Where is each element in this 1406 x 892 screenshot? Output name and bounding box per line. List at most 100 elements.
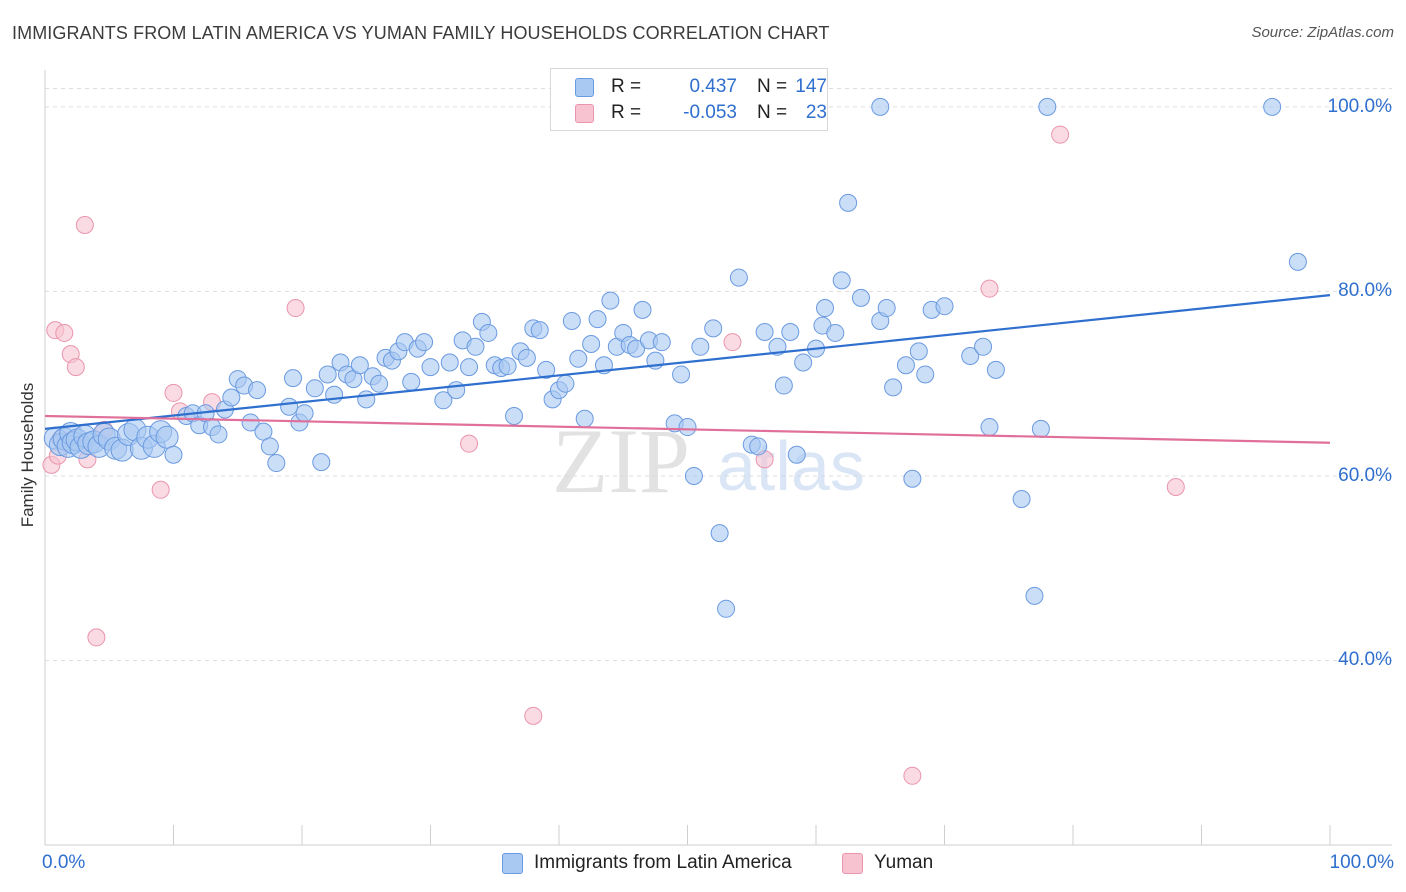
y-tick-label: 60.0%: [1338, 464, 1392, 486]
data-point-immigrants: [903, 469, 922, 488]
data-point-yuman: [66, 358, 85, 377]
data-point-immigrants: [678, 418, 697, 437]
data-point-immigrants: [421, 358, 440, 377]
data-point-yuman: [1166, 478, 1185, 497]
data-point-immigrants: [318, 365, 337, 384]
y-tick-label: 80.0%: [1338, 280, 1392, 302]
data-point-immigrants: [1038, 97, 1057, 116]
data-point-yuman: [286, 299, 305, 318]
data-point-immigrants: [794, 353, 813, 372]
data-point-immigrants: [896, 356, 915, 375]
data-point-immigrants: [787, 445, 806, 464]
data-point-immigrants: [498, 357, 517, 376]
trend-line-yuman: [44, 414, 1331, 444]
data-point-immigrants: [1263, 97, 1282, 116]
data-point-immigrants: [209, 425, 228, 444]
data-point-immigrants: [877, 299, 896, 318]
data-point-immigrants: [350, 356, 369, 375]
gridlines: [45, 87, 1392, 661]
data-point-immigrants: [652, 333, 671, 352]
watermark-atlas: atlas: [717, 427, 865, 505]
y-tick-label: 40.0%: [1338, 649, 1392, 671]
data-point-immigrants: [871, 97, 890, 116]
data-point-immigrants: [815, 299, 834, 318]
data-point-immigrants: [248, 381, 267, 400]
y-tick-label: 100.0%: [1327, 95, 1392, 117]
data-point-immigrants: [537, 360, 556, 379]
data-point-immigrants: [909, 342, 928, 361]
data-point-immigrants: [1012, 490, 1031, 509]
data-point-immigrants: [569, 349, 588, 368]
bottom-legend-swatch-blue: [502, 853, 523, 874]
data-point-immigrants: [588, 310, 607, 329]
data-point-immigrants: [556, 374, 575, 393]
data-point-immigrants: [1025, 586, 1044, 605]
y-axis-label: Family Households: [18, 382, 37, 528]
data-point-immigrants: [582, 335, 601, 354]
legend-n-label: N =: [757, 76, 788, 97]
data-point-immigrants: [440, 353, 459, 372]
data-point-immigrants: [284, 369, 303, 388]
correlation-legend: R = 0.437 N = 147 R = -0.053 N = 23: [550, 68, 828, 131]
series-immigrants-latin-america: [43, 97, 1307, 618]
data-point-yuman: [1051, 125, 1070, 144]
data-point-immigrants: [325, 385, 344, 404]
data-point-immigrants: [280, 397, 299, 416]
data-point-immigrants: [839, 193, 858, 212]
data-point-immigrants: [851, 288, 870, 307]
data-point-immigrants: [986, 360, 1005, 379]
data-point-yuman: [903, 766, 922, 785]
data-point-immigrants: [1031, 419, 1050, 438]
data-point-immigrants: [305, 379, 324, 398]
data-point-yuman: [524, 706, 543, 725]
data-point-immigrants: [460, 358, 479, 377]
trend-lines: [44, 294, 1331, 444]
x-tick-label-min: 0.0%: [42, 852, 86, 873]
data-point-immigrants: [717, 599, 736, 618]
data-point-immigrants: [916, 365, 935, 384]
data-point-immigrants: [704, 319, 723, 338]
legend-r-value: -0.053: [683, 102, 737, 123]
data-point-immigrants: [505, 406, 524, 425]
data-point-immigrants: [729, 268, 748, 287]
data-point-immigrants: [447, 381, 466, 400]
data-point-immigrants: [980, 418, 999, 437]
data-point-yuman: [75, 216, 94, 234]
data-point-immigrants: [768, 337, 787, 356]
chart-title: IMMIGRANTS FROM LATIN AMERICA VS YUMAN F…: [12, 23, 830, 43]
data-point-immigrants: [370, 374, 389, 393]
data-point-immigrants: [627, 339, 646, 358]
legend-r-label: R =: [611, 76, 642, 97]
data-point-immigrants: [575, 409, 594, 428]
data-point-immigrants: [295, 404, 314, 423]
data-point-immigrants: [684, 466, 703, 485]
data-point-immigrants: [155, 425, 179, 449]
data-point-immigrants: [267, 454, 286, 473]
bottom-legend-label: Yuman: [874, 852, 934, 873]
data-point-immigrants: [974, 337, 993, 356]
data-point-immigrants: [710, 524, 729, 543]
data-point-yuman: [460, 434, 479, 453]
bottom-legend-swatch-pink: [842, 853, 863, 874]
data-point-immigrants: [466, 337, 485, 356]
legend-r-value: 0.437: [689, 76, 737, 97]
x-tick-label-max: 100.0%: [1329, 852, 1394, 873]
data-point-immigrants: [935, 297, 954, 316]
data-point-immigrants: [434, 391, 453, 410]
data-point-immigrants: [755, 323, 774, 342]
data-point-immigrants: [530, 321, 549, 340]
data-point-immigrants: [832, 271, 851, 290]
data-point-immigrants: [961, 347, 980, 366]
legend-n-value: 147: [795, 76, 827, 97]
data-point-immigrants: [222, 388, 241, 407]
legend-n-label: N =: [757, 102, 788, 123]
data-point-immigrants: [1288, 252, 1307, 271]
data-point-immigrants: [884, 378, 903, 397]
data-point-immigrants: [415, 333, 434, 352]
data-point-immigrants: [562, 311, 581, 330]
data-point-immigrants: [781, 323, 800, 342]
data-point-immigrants: [260, 437, 279, 456]
data-point-immigrants: [517, 348, 536, 367]
data-point-immigrants: [601, 291, 620, 310]
